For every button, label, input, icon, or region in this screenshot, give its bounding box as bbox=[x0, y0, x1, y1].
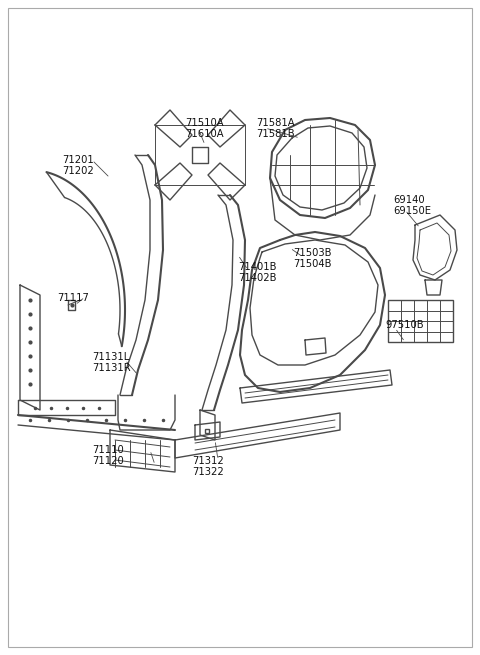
Text: 97510B: 97510B bbox=[385, 320, 424, 330]
Text: 71504B: 71504B bbox=[293, 259, 332, 269]
Text: 69140: 69140 bbox=[393, 195, 425, 205]
Text: 71510A: 71510A bbox=[185, 118, 224, 128]
Text: 71581A: 71581A bbox=[256, 118, 295, 128]
Text: 71503B: 71503B bbox=[293, 248, 332, 258]
Text: 71322: 71322 bbox=[192, 467, 224, 477]
Text: 71401B: 71401B bbox=[238, 262, 276, 272]
Text: 71312: 71312 bbox=[192, 456, 224, 466]
Text: 71131R: 71131R bbox=[92, 363, 131, 373]
Text: 71117: 71117 bbox=[57, 293, 89, 303]
Bar bbox=[388, 300, 453, 342]
Text: 71120: 71120 bbox=[92, 456, 124, 466]
Text: 71202: 71202 bbox=[62, 166, 94, 176]
Text: 71610A: 71610A bbox=[185, 129, 224, 139]
Text: 71131L: 71131L bbox=[92, 352, 129, 362]
Text: 71402B: 71402B bbox=[238, 273, 276, 283]
Text: 71581B: 71581B bbox=[256, 129, 295, 139]
Text: 71201: 71201 bbox=[62, 155, 94, 165]
Text: 71110: 71110 bbox=[92, 445, 124, 455]
Text: 69150E: 69150E bbox=[393, 206, 431, 216]
